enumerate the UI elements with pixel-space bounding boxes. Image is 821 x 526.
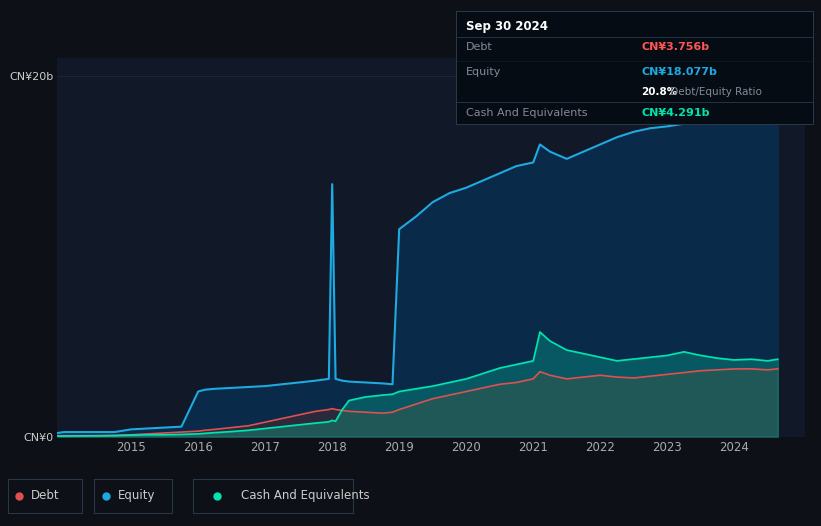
Text: Debt: Debt (30, 489, 59, 502)
Text: 20.8%: 20.8% (641, 87, 677, 97)
Text: Debt: Debt (466, 42, 493, 52)
Text: Cash And Equivalents: Cash And Equivalents (241, 489, 369, 502)
Text: Equity: Equity (118, 489, 155, 502)
Text: CN¥18.077b: CN¥18.077b (641, 67, 718, 77)
Text: Sep 30 2024: Sep 30 2024 (466, 19, 548, 33)
Text: Equity: Equity (466, 67, 502, 77)
Text: Debt/Equity Ratio: Debt/Equity Ratio (641, 87, 762, 97)
Text: CN¥3.756b: CN¥3.756b (641, 42, 709, 52)
Text: CN¥4.291b: CN¥4.291b (641, 108, 710, 118)
Text: Cash And Equivalents: Cash And Equivalents (466, 108, 588, 118)
